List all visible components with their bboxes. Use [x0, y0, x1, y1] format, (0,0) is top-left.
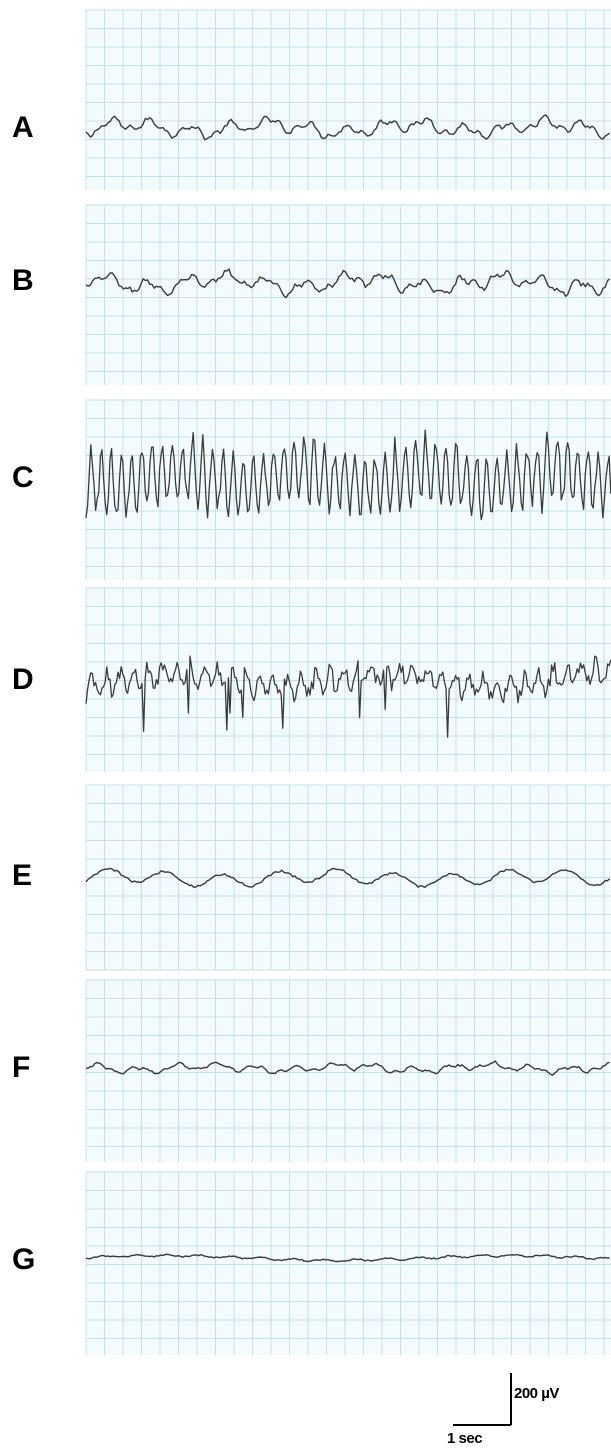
eeg-trace-c: [85, 429, 611, 521]
eeg-trace-g: [85, 1253, 610, 1263]
trace-label-f: F: [12, 1051, 31, 1084]
grid-panel: [85, 784, 611, 971]
grid-panel: [85, 1171, 611, 1355]
trace-label-d: D: [12, 663, 34, 696]
trace-label-g: G: [12, 1243, 36, 1276]
grid-panel: [85, 979, 611, 1162]
eeg-trace-b: [85, 268, 611, 299]
amplitude-scale-label: 200 µV: [514, 1385, 559, 1402]
trace-label-c: C: [12, 461, 34, 494]
trace-label-a: A: [12, 111, 34, 144]
eeg-trace-a: [85, 114, 611, 141]
eeg-traces: [85, 114, 611, 1263]
time-scale-label: 1 sec: [447, 1430, 483, 1447]
grid-panel: [85, 204, 611, 385]
eeg-trace-e: [85, 867, 611, 889]
trace-label-b: B: [12, 264, 34, 297]
grid-panel: [85, 9, 611, 190]
trace-label-e: E: [12, 859, 33, 892]
scale-bar: [453, 1373, 512, 1426]
eeg-trace-f: [85, 1060, 610, 1076]
grid-panel: [85, 587, 611, 772]
eeg-trace-d: [85, 655, 611, 738]
